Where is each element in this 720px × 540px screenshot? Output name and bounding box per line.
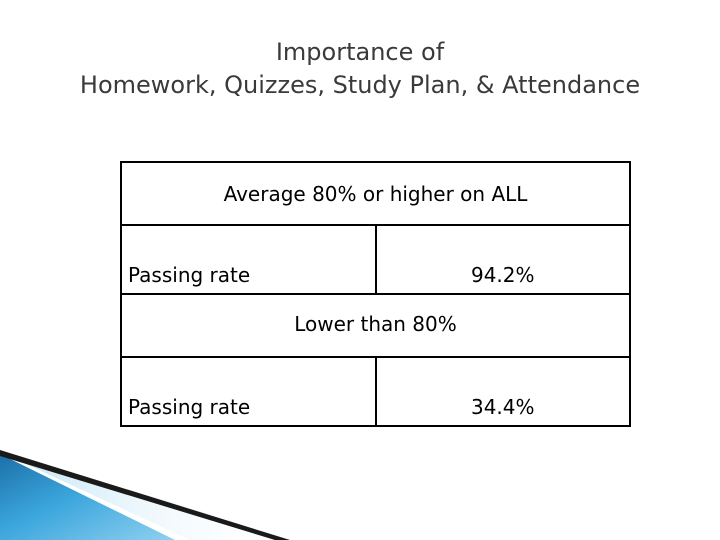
group-header-low: Lower than 80%: [120, 293, 631, 358]
group-header-text: Lower than 80%: [294, 311, 457, 336]
decoration-blue-wedge: [0, 454, 175, 540]
results-table: Average 80% or higher on ALL Passing rat…: [120, 161, 631, 427]
title-line-1: Importance of: [275, 38, 445, 66]
decoration-dark-stripe: [0, 450, 290, 540]
title-line-2: Homework, Quizzes, Study Plan, & Attenda…: [79, 71, 641, 99]
table-row: Average 80% or higher on ALL: [120, 161, 631, 226]
corner-decoration: [0, 450, 300, 540]
slide-title: Importance of Homework, Quizzes, Study P…: [0, 36, 720, 102]
group-header-text: Average 80% or higher on ALL: [223, 181, 528, 206]
table-row: Passing rate 34.4%: [120, 356, 631, 427]
passing-rate-label: Passing rate: [120, 356, 377, 427]
table-row: Lower than 80%: [120, 293, 631, 358]
passing-rate-value: 34.4%: [374, 356, 631, 427]
table-row: Passing rate 94.2%: [120, 224, 631, 295]
passing-rate-label: Passing rate: [120, 224, 377, 295]
group-header-high: Average 80% or higher on ALL: [120, 161, 631, 226]
passing-rate-value: 94.2%: [374, 224, 631, 295]
